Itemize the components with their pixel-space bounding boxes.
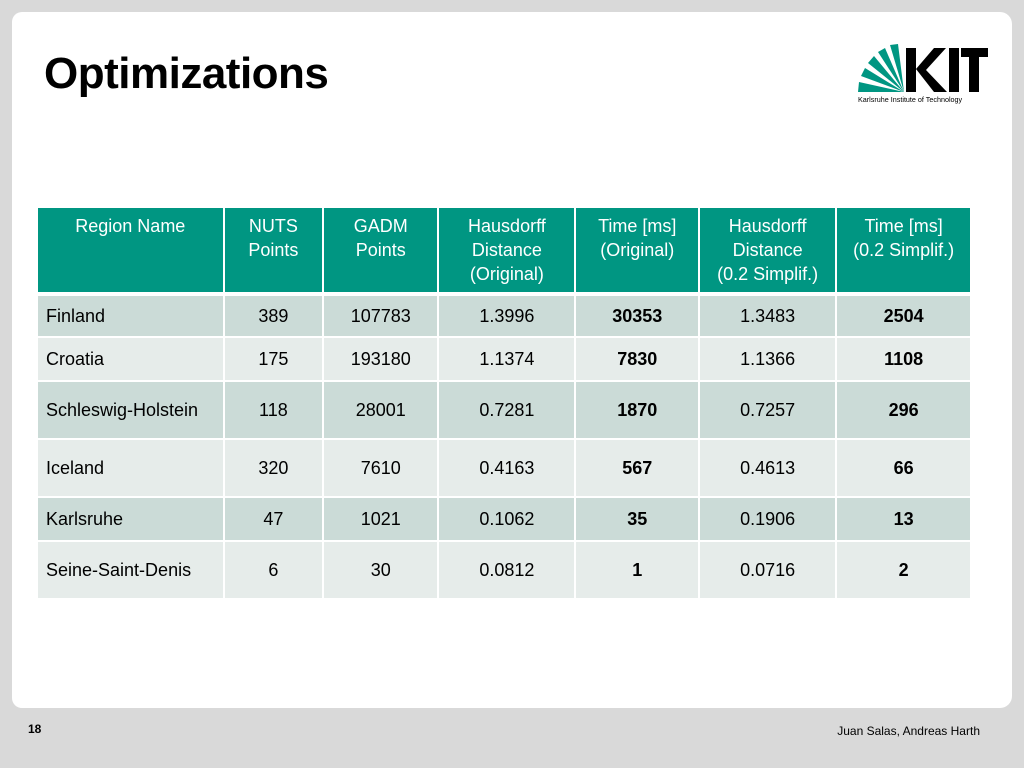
column-header-line: Distance xyxy=(471,240,542,260)
table-cell: 1.3996 xyxy=(439,296,575,336)
column-header: NUTS Points xyxy=(224,208,323,292)
table-cell: 30353 xyxy=(576,296,699,336)
table-cell: 389 xyxy=(224,296,323,336)
column-header: Time [ms] (0.2 Simplif.) xyxy=(837,208,970,292)
region-name-cell: Schleswig-Holstein xyxy=(38,382,223,438)
region-name-cell: Seine-Saint-Denis xyxy=(38,542,223,598)
region-name-cell: Finland xyxy=(38,296,223,336)
table-cell: 1.1366 xyxy=(700,338,836,380)
column-header-line: Time [ms] xyxy=(598,216,677,236)
table-cell: 7610 xyxy=(324,440,438,496)
table-cell: 193180 xyxy=(324,338,438,380)
table-cell: 28001 xyxy=(324,382,438,438)
table-row: Finland 389 107783 1.3996 30353 1.3483 2504 xyxy=(38,296,970,336)
table-row: Seine-Saint-Denis 6 30 0.0812 1 0.0716 2 xyxy=(38,542,970,598)
table-cell: 175 xyxy=(224,338,323,380)
table-cell: 0.4163 xyxy=(439,440,575,496)
column-header: Hausdorff Distance (0.2 Simplif.) xyxy=(700,208,836,292)
table-cell: 6 xyxy=(224,542,323,598)
table-cell: 0.1906 xyxy=(700,498,836,540)
footer-authors: Juan Salas, Andreas Harth xyxy=(837,724,980,738)
table-cell: 0.4613 xyxy=(700,440,836,496)
column-header-line: (0.2 Simplif.) xyxy=(853,240,955,260)
table-cell: 118 xyxy=(224,382,323,438)
column-header-line: Hausdorff xyxy=(728,216,807,236)
table-cell: 1021 xyxy=(324,498,438,540)
logo-subtitle: Karlsruhe Institute of Technology xyxy=(858,95,963,104)
kit-logo-icon xyxy=(858,44,988,92)
table-row: Schleswig-Holstein 118 28001 0.7281 1870 0.72… xyxy=(38,382,970,438)
slide: Optimizations Karlsruhe Institute of Tec… xyxy=(12,12,1012,708)
column-header-line: GADM xyxy=(353,216,408,236)
table-cell: 1.1374 xyxy=(439,338,575,380)
table-cell: 47 xyxy=(224,498,323,540)
column-header-line: Hausdorff xyxy=(468,216,546,236)
column-header: Hausdorff Distance (Original) xyxy=(439,208,575,292)
table-cell: 13 xyxy=(837,498,970,540)
column-header: Time [ms] (Original) xyxy=(576,208,699,292)
column-header-line: (Original) xyxy=(469,264,544,284)
region-name-cell: Karlsruhe xyxy=(38,498,223,540)
table-cell: 567 xyxy=(576,440,699,496)
slide-title: Optimizations xyxy=(44,49,329,98)
table-row: Iceland 320 7610 0.4163 567 0.4613 66 xyxy=(38,440,970,496)
table-row: Karlsruhe 47 1021 0.1062 35 0.1906 13 xyxy=(38,498,970,540)
table-cell: 0.7257 xyxy=(700,382,836,438)
column-header: Region Name xyxy=(38,208,223,292)
table-header-row: Region Name NUTS Points GADM Points Hausdorff… xyxy=(38,208,970,292)
table-cell: 1108 xyxy=(837,338,970,380)
table-cell: 320 xyxy=(224,440,323,496)
table-cell: 296 xyxy=(837,382,970,438)
column-header-line: Points xyxy=(248,240,299,260)
table-cell: 0.0812 xyxy=(439,542,575,598)
column-header-line: Distance xyxy=(732,240,803,260)
column-header-line: Points xyxy=(355,240,406,260)
kit-logo: Karlsruhe Institute of Technology xyxy=(858,38,988,108)
table-cell: 35 xyxy=(576,498,699,540)
column-header-line: Region Name xyxy=(75,216,186,236)
results-table: Region Name NUTS Points GADM Points Hausdorff… xyxy=(36,206,972,600)
table-cell: 2 xyxy=(837,542,970,598)
region-name-cell: Iceland xyxy=(38,440,223,496)
table-cell: 1 xyxy=(576,542,699,598)
table-cell: 107783 xyxy=(324,296,438,336)
column-header-line: Time [ms] xyxy=(864,216,943,236)
region-name-cell: Croatia xyxy=(38,338,223,380)
table-row: Croatia 175 193180 1.1374 7830 1.1366 1108 xyxy=(38,338,970,380)
table-cell: 0.7281 xyxy=(439,382,575,438)
table-cell: 0.0716 xyxy=(700,542,836,598)
table-cell: 30 xyxy=(324,542,438,598)
column-header-line: NUTS xyxy=(248,216,298,236)
table-cell: 1870 xyxy=(576,382,699,438)
table-cell: 7830 xyxy=(576,338,699,380)
column-header-line: (Original) xyxy=(600,240,675,260)
table-cell: 1.3483 xyxy=(700,296,836,336)
page-number: 18 xyxy=(28,722,42,736)
table-cell: 66 xyxy=(837,440,970,496)
table-cell: 2504 xyxy=(837,296,970,336)
column-header: GADM Points xyxy=(324,208,438,292)
column-header-line: (0.2 Simplif.) xyxy=(717,264,819,284)
table-cell: 0.1062 xyxy=(439,498,575,540)
